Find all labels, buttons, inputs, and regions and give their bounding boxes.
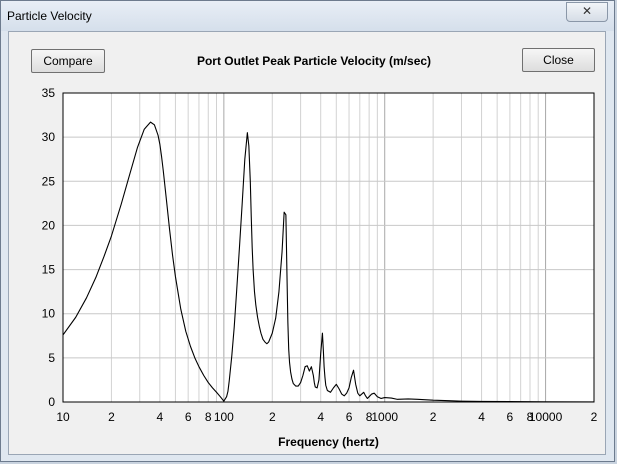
x-tick-label: 6 xyxy=(346,410,353,424)
compare-button-label: Compare xyxy=(43,54,93,68)
x-tick-label: 2 xyxy=(108,410,115,424)
compare-button[interactable]: Compare xyxy=(31,49,105,73)
x-tick-label: 10000 xyxy=(529,410,563,424)
x-axis-label: Frequency (hertz) xyxy=(278,435,379,449)
y-tick-label: 30 xyxy=(42,130,56,144)
plot-frame xyxy=(62,92,595,403)
x-tick-label: 2 xyxy=(269,410,276,424)
close-button-label: Close xyxy=(543,53,574,67)
window-close-button[interactable]: ✕ xyxy=(566,2,608,22)
window-title: Particle Velocity xyxy=(7,9,92,23)
x-tick-label: 1000 xyxy=(371,410,398,424)
grid-lines xyxy=(63,93,594,402)
x-tick-label: 4 xyxy=(157,410,164,424)
dialog-client-area: Compare Port Outlet Peak Particle Veloci… xyxy=(8,31,606,455)
y-tick-label: 25 xyxy=(42,174,56,188)
x-tick-label: 8 xyxy=(366,410,373,424)
x-tick-label: 8 xyxy=(205,410,212,424)
x-tick-label: 6 xyxy=(185,410,192,424)
chart-title: Port Outlet Peak Particle Velocity (m/se… xyxy=(196,54,432,68)
x-tick-label: 10 xyxy=(56,410,70,424)
y-tick-label: 15 xyxy=(42,263,56,277)
x-tick-label: 2 xyxy=(591,410,598,424)
plot-area xyxy=(62,92,595,403)
y-tick-label: 5 xyxy=(48,351,55,365)
close-icon: ✕ xyxy=(581,4,593,18)
y-tick-label: 0 xyxy=(48,395,55,409)
y-tick-label: 35 xyxy=(42,86,56,100)
series-layer xyxy=(62,121,595,403)
x-tick-label: 6 xyxy=(507,410,514,424)
series-line xyxy=(62,121,595,403)
x-tick-label: 4 xyxy=(317,410,324,424)
x-tick-label: 8 xyxy=(527,410,534,424)
x-tick-label: 100 xyxy=(214,410,234,424)
y-tick-label: 20 xyxy=(42,218,56,232)
x-tick-label: 2 xyxy=(430,410,437,424)
close-button[interactable]: Close xyxy=(522,48,595,72)
title-bar[interactable]: Particle Velocity ✕ xyxy=(1,1,614,31)
x-tick-label: 4 xyxy=(478,410,485,424)
y-tick-label: 10 xyxy=(42,307,56,321)
